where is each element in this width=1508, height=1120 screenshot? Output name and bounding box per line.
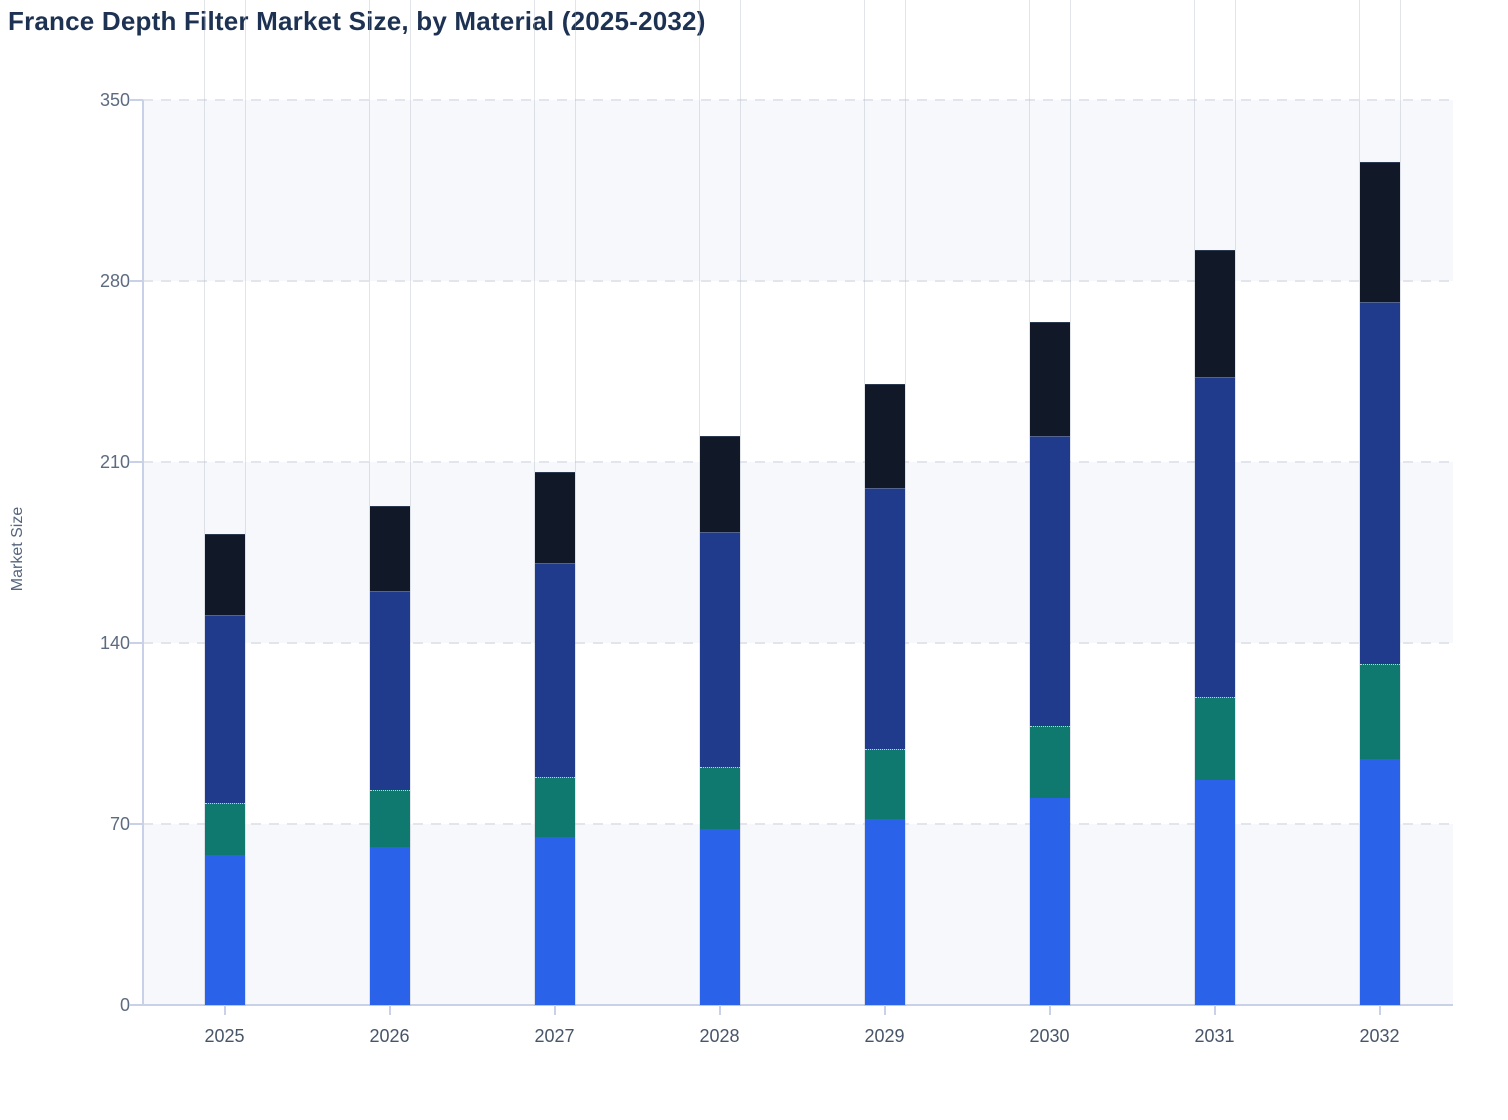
x-tick-mark [1048, 1005, 1051, 1015]
y-tick-label: 280 [99, 271, 130, 291]
bar-segment-blue-bottom-segment-2028[interactable] [699, 829, 740, 1005]
y-tick-label: 0 [119, 995, 130, 1015]
y-gridline [143, 99, 1453, 101]
bar-segment-dark-top-segment-2025[interactable] [204, 534, 245, 615]
stacked-bar-2026 [368, 0, 411, 1006]
bar-segment-teal-segment-2029[interactable] [864, 749, 905, 819]
x-tick-label: 2025 [204, 1026, 245, 1046]
stacked-bar-2029 [863, 0, 906, 1006]
bar-segment-dark-top-segment-2030[interactable] [1029, 322, 1070, 437]
bar-segment-teal-segment-2030[interactable] [1029, 725, 1070, 799]
stacked-bar-2027 [533, 0, 576, 1006]
bar-segment-navy-segment-2028[interactable] [699, 531, 740, 768]
bar-segment-blue-bottom-segment-2026[interactable] [369, 847, 410, 1005]
bar-segment-blue-bottom-segment-2030[interactable] [1029, 798, 1070, 1005]
stacked-bar-2030 [1028, 0, 1071, 1006]
y-tick-mark [130, 461, 143, 463]
bar-segment-teal-segment-2032[interactable] [1359, 663, 1400, 760]
bar-segment-dark-top-segment-2031[interactable] [1194, 249, 1235, 377]
stacked-bar-2032 [1358, 0, 1401, 1006]
x-tick-label: 2028 [699, 1026, 740, 1046]
y-gridline [143, 280, 1453, 282]
plot-band [143, 100, 1453, 281]
bar-segment-blue-bottom-segment-2029[interactable] [864, 818, 905, 1005]
x-tick-mark [553, 1005, 556, 1015]
y-axis-line [142, 100, 144, 1005]
y-tick-mark [130, 642, 143, 644]
x-tick-mark [718, 1005, 721, 1015]
x-tick-mark [1378, 1005, 1381, 1015]
bar-segment-dark-top-segment-2029[interactable] [864, 384, 905, 488]
bar-segment-navy-segment-2029[interactable] [864, 487, 905, 749]
y-gridline [143, 642, 1453, 644]
bar-segment-dark-top-segment-2028[interactable] [699, 436, 740, 532]
plot-band [143, 824, 1453, 1005]
stacked-bar-2025 [203, 0, 246, 1006]
bar-segment-teal-segment-2028[interactable] [699, 767, 740, 830]
bar-segment-teal-segment-2026[interactable] [369, 790, 410, 848]
x-tick-label: 2031 [1194, 1026, 1235, 1046]
x-tick-label: 2032 [1359, 1026, 1400, 1046]
y-gridline [143, 823, 1453, 825]
x-tick-mark [388, 1005, 391, 1015]
bar-segment-blue-bottom-segment-2027[interactable] [534, 836, 575, 1005]
y-tick-label: 140 [99, 633, 130, 653]
stacked-bar-2031 [1193, 0, 1236, 1006]
bar-segment-teal-segment-2027[interactable] [534, 777, 575, 837]
bar-segment-teal-segment-2025[interactable] [204, 803, 245, 856]
x-tick-mark [223, 1005, 226, 1015]
x-tick-mark [1213, 1005, 1216, 1015]
y-tick-mark [130, 823, 143, 825]
y-tick-label: 70 [109, 814, 130, 834]
bar-segment-navy-segment-2032[interactable] [1359, 301, 1400, 664]
bar-segment-navy-segment-2025[interactable] [204, 614, 245, 804]
x-tick-label: 2027 [534, 1026, 575, 1046]
y-gridline [143, 461, 1453, 463]
bar-segment-blue-bottom-segment-2025[interactable] [204, 855, 245, 1005]
bar-segment-navy-segment-2026[interactable] [369, 591, 410, 791]
bar-segment-blue-bottom-segment-2031[interactable] [1194, 780, 1235, 1005]
chart-title: France Depth Filter Market Size, by Mate… [8, 6, 706, 36]
bar-segment-navy-segment-2031[interactable] [1194, 376, 1235, 698]
x-tick-label: 2029 [864, 1026, 905, 1046]
x-tick-mark [883, 1005, 886, 1015]
y-tick-mark [130, 280, 143, 282]
bar-segment-dark-top-segment-2032[interactable] [1359, 162, 1400, 302]
bar-segment-navy-segment-2027[interactable] [534, 562, 575, 778]
bar-segment-navy-segment-2030[interactable] [1029, 436, 1070, 726]
bar-segment-blue-bottom-segment-2032[interactable] [1359, 759, 1400, 1005]
x-tick-label: 2030 [1029, 1026, 1070, 1046]
y-tick-mark [130, 99, 143, 101]
y-tick-label: 210 [99, 452, 130, 472]
bar-segment-teal-segment-2031[interactable] [1194, 697, 1235, 781]
bar-segment-dark-top-segment-2027[interactable] [534, 472, 575, 563]
plot-band [143, 462, 1453, 643]
x-tick-label: 2026 [369, 1026, 410, 1046]
y-tick-label: 350 [99, 90, 130, 110]
stacked-bar-2028 [698, 0, 741, 1006]
x-axis-line [129, 1004, 1453, 1006]
bar-segment-dark-top-segment-2026[interactable] [369, 505, 410, 592]
